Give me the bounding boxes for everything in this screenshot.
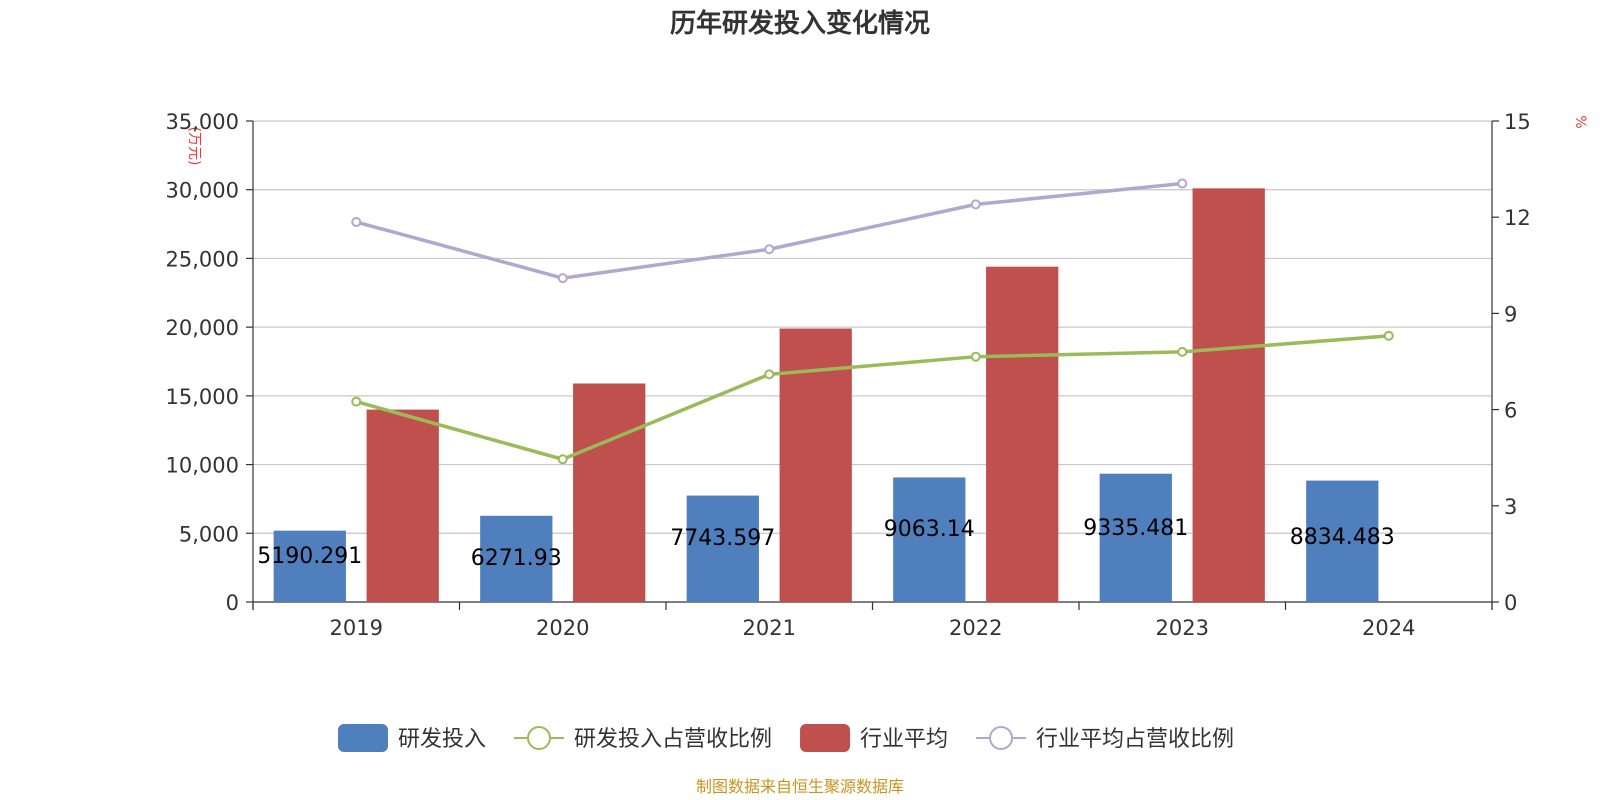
bar-industry-average: [986, 266, 1059, 602]
bar-rd-investment: [1099, 473, 1172, 602]
point-industry-ratio: [764, 244, 775, 255]
point-rd-ratio: [1177, 346, 1188, 357]
legend-label: 行业平均占营收比例: [1036, 727, 1234, 752]
point-rd-ratio: [1383, 330, 1394, 341]
right-tick-label: 12: [1504, 206, 1531, 230]
data-label: 9063.14: [884, 517, 975, 542]
right-tick-label: 0: [1504, 591, 1517, 615]
bar-industry-average: [573, 383, 646, 602]
data-label: 6271.93: [471, 546, 562, 571]
legend-label: 研发投入占营收比例: [574, 727, 772, 752]
point-rd-ratio: [557, 454, 568, 465]
x-tick-label: 2023: [1156, 616, 1209, 640]
left-tick-label: 0: [226, 591, 239, 615]
source-note: 制图数据来自恒生聚源数据库: [696, 777, 904, 796]
bar-rd-investment: [273, 530, 346, 602]
line-industry-ratio: [355, 181, 1183, 280]
left-axis-unit: (万元): [186, 127, 202, 166]
line-rd-ratio: [355, 334, 1389, 462]
right-axis-unit: %: [1572, 115, 1588, 128]
bar-industry-average: [366, 409, 439, 602]
point-industry-ratio: [351, 217, 362, 228]
legend-label: 研发投入: [398, 727, 486, 752]
x-tick-label: 2024: [1362, 616, 1415, 640]
left-tick-label: 5,000: [179, 522, 239, 546]
left-tick-label: 25,000: [166, 247, 239, 271]
right-tick-label: 9: [1504, 302, 1517, 326]
legend-label: 行业平均: [860, 727, 948, 752]
bar-rd-investment: [686, 495, 759, 602]
chart-title: 历年研发投入变化情况: [670, 8, 930, 39]
point-rd-ratio: [764, 369, 775, 380]
left-tick-label: 20,000: [166, 316, 239, 340]
point-rd-ratio: [970, 351, 981, 362]
point-industry-ratio: [1177, 178, 1188, 189]
right-tick-label: 3: [1504, 495, 1517, 519]
left-tick-label: 35,000: [166, 110, 239, 134]
left-tick-label: 15,000: [166, 385, 239, 409]
left-tick-label: 10,000: [166, 454, 239, 478]
bar-rd-investment: [1306, 480, 1379, 602]
legend: 研发投入 研发投入占营收比例 行业平均 行业平均占营收比例: [338, 724, 1234, 752]
x-tick-label: 2019: [330, 616, 383, 640]
x-tick-label: 2021: [743, 616, 796, 640]
data-label: 5190.291: [257, 544, 362, 569]
data-label: 8834.483: [1290, 525, 1395, 550]
legend-swatch-marker: [527, 726, 552, 750]
left-tick-label: 30,000: [166, 179, 239, 203]
point-industry-ratio: [970, 199, 981, 210]
x-tick-label: 2022: [949, 616, 1002, 640]
legend-swatch-bar: [800, 724, 851, 752]
right-tick-label: 6: [1504, 399, 1517, 423]
legend-swatch-bar: [338, 724, 388, 752]
plot-area: 0 5,000 10,000 15,000 20,000 25,000 30,000 35,0…: [166, 110, 1531, 640]
right-tick-label: 15: [1504, 110, 1531, 134]
x-tick-label: 2020: [536, 616, 589, 640]
data-label: 7743.597: [670, 526, 775, 551]
bar-rd-investment: [893, 477, 966, 602]
point-industry-ratio: [557, 273, 568, 284]
bar-industry-average: [1192, 188, 1265, 602]
point-rd-ratio: [351, 396, 362, 407]
bar-rd-investment: [480, 515, 553, 602]
data-label: 9335.481: [1083, 516, 1188, 541]
legend-swatch-marker: [989, 726, 1014, 750]
